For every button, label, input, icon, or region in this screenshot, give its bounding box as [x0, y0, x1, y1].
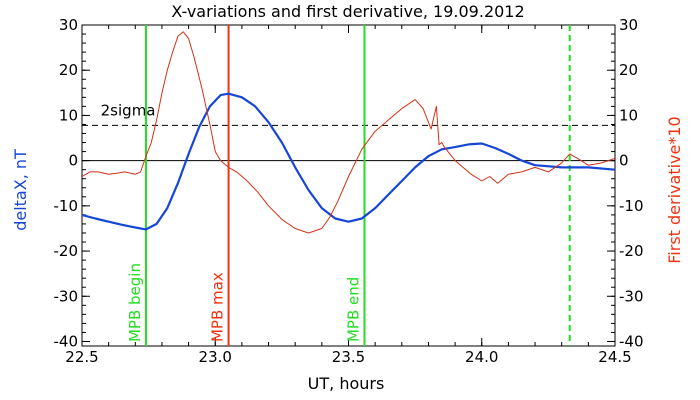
x-tick-label: 23.0: [199, 348, 232, 366]
plot-layer: 22.5 23.0 23.5 24.0 24.5 30 30 20 20 10 10 0 0 -10 -10…: [54, 16, 644, 366]
y-right-tick-label: -20: [619, 242, 644, 260]
x-tick-label: 24.5: [598, 348, 631, 366]
mpb_end-label: MPB end: [344, 277, 362, 342]
y-right-tick-label: -30: [619, 287, 644, 305]
derivative-series-line: [81, 31, 616, 234]
y-left-tick-label: -20: [54, 242, 79, 260]
x-tick-label: 22.5: [65, 348, 98, 366]
y-right-tick-label: -10: [619, 197, 644, 215]
y-left-tick-label: 0: [68, 152, 78, 170]
y-right-tick-label: 10: [619, 106, 638, 124]
y-right-tick-label: 0: [619, 152, 629, 170]
mpb_max-label: MPB max: [209, 272, 227, 342]
y-left-tick-label: 20: [59, 61, 78, 79]
x-tick-label: 24.0: [465, 348, 498, 366]
y-left-tick-label: -30: [54, 287, 79, 305]
y-axis-right-title: First derivative*10: [665, 116, 684, 263]
y-axis-left-title: deltaX, nT: [11, 149, 30, 231]
y-left-tick-label: 10: [59, 106, 78, 124]
y-left-tick-label: -10: [54, 197, 79, 215]
x-axis-title: UT, hours: [308, 374, 385, 393]
x-tick-label: 23.5: [332, 348, 365, 366]
chart-title: X-variations and first derivative, 19.09…: [171, 2, 524, 21]
two_sigma-label: 2sigma: [101, 101, 156, 119]
y-left-tick-label: -40: [54, 332, 79, 350]
y-left-tick-label: 30: [59, 16, 78, 34]
y-right-tick-label: 30: [619, 16, 638, 34]
y-right-tick-label: -40: [619, 332, 644, 350]
deltaX-series-line: [81, 92, 616, 231]
y-right-tick-label: 20: [619, 61, 638, 79]
mpb_begin-label: MPB begin: [126, 263, 144, 342]
